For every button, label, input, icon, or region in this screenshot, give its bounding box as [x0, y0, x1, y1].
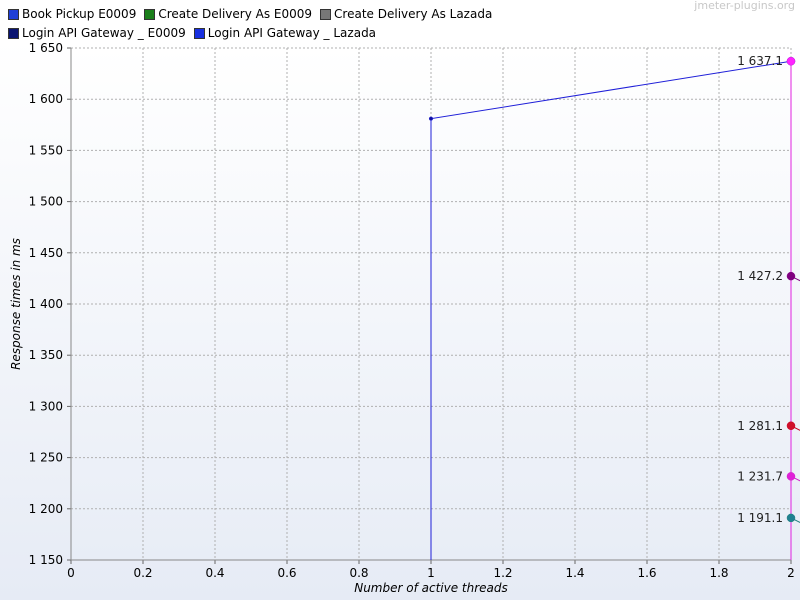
data-label: 1 191.1	[737, 511, 783, 525]
x-tick-label: 2	[787, 566, 795, 580]
y-tick-label: 1 450	[29, 246, 63, 260]
legend-item: Login API Gateway _ E0009	[8, 25, 186, 42]
x-tick-label: 1.8	[709, 566, 728, 580]
y-tick-label: 1 300	[29, 399, 63, 413]
legend-item: Create Delivery As Lazada	[320, 6, 492, 23]
y-tick-label: 1 250	[29, 451, 63, 465]
data-point	[786, 472, 796, 481]
y-tick-label: 1 600	[29, 92, 63, 106]
tick-labels: 0 0.2 0.4 0.6 0.8 1 1.2 1.4 1.6 1.8 2 1 150 1 200 1 2…	[29, 41, 795, 580]
legend-label: Create Delivery As E0009	[158, 7, 313, 21]
x-tick-label: 0.6	[277, 566, 296, 580]
x-tick-label: 0.2	[133, 566, 152, 580]
data-point	[428, 116, 434, 121]
legend-swatch	[8, 9, 19, 20]
x-tick-label: 1.6	[637, 566, 656, 580]
watermark: jmeter-plugins.org	[694, 0, 795, 12]
legend-item: Login API Gateway _ Lazada	[193, 25, 377, 42]
x-tick-label: 1.4	[565, 566, 584, 580]
x-axis-title: Number of active threads	[354, 581, 508, 595]
y-tick-label: 1 150	[29, 553, 63, 567]
legend-swatch	[144, 9, 156, 20]
legend-swatch	[320, 9, 332, 20]
x-tick-label: 0.4	[205, 566, 224, 580]
value-labels: 1 637.1 1 427.2 1 281.1 1 231.7 1 191.1	[737, 54, 783, 525]
y-tick-label: 1 550	[29, 143, 63, 157]
data-point	[786, 513, 796, 523]
x-tick-label: 1.2	[493, 566, 512, 580]
data-point	[786, 421, 796, 431]
y-tick-label: 1 650	[29, 41, 63, 55]
chart-legend: Book Pickup E0009 Create Delivery As E000…	[8, 6, 658, 44]
legend-swatch	[193, 28, 205, 39]
legend-label: Book Pickup E0009	[22, 7, 137, 21]
y-tick-label: 1 350	[29, 348, 63, 362]
y-tick-label: 1 500	[29, 195, 63, 209]
data-point	[786, 271, 796, 281]
legend-label: Create Delivery As Lazada	[334, 7, 493, 21]
data-label: 1 281.1	[737, 419, 783, 433]
x-tick-label: 0	[67, 566, 75, 580]
y-tick-label: 1 400	[29, 297, 63, 311]
y-axis-title: Response times in ms	[9, 238, 23, 370]
data-label: 1 427.2	[737, 269, 783, 283]
legend-item: Book Pickup E0009	[8, 6, 136, 23]
legend-swatch	[8, 28, 19, 39]
x-tick-label: 0.8	[349, 566, 368, 580]
legend-label: Login API Gateway _ E0009	[22, 26, 186, 40]
data-label: 1 231.7	[737, 469, 783, 483]
data-point	[786, 56, 796, 66]
y-tick-label: 1 200	[29, 502, 63, 516]
x-tick-label: 1	[427, 566, 435, 580]
legend-item: Create Delivery As E0009	[144, 6, 312, 23]
legend-label: Login API Gateway _ Lazada	[207, 26, 377, 40]
data-label: 1 637.1	[737, 54, 783, 68]
series-lines	[428, 56, 800, 560]
